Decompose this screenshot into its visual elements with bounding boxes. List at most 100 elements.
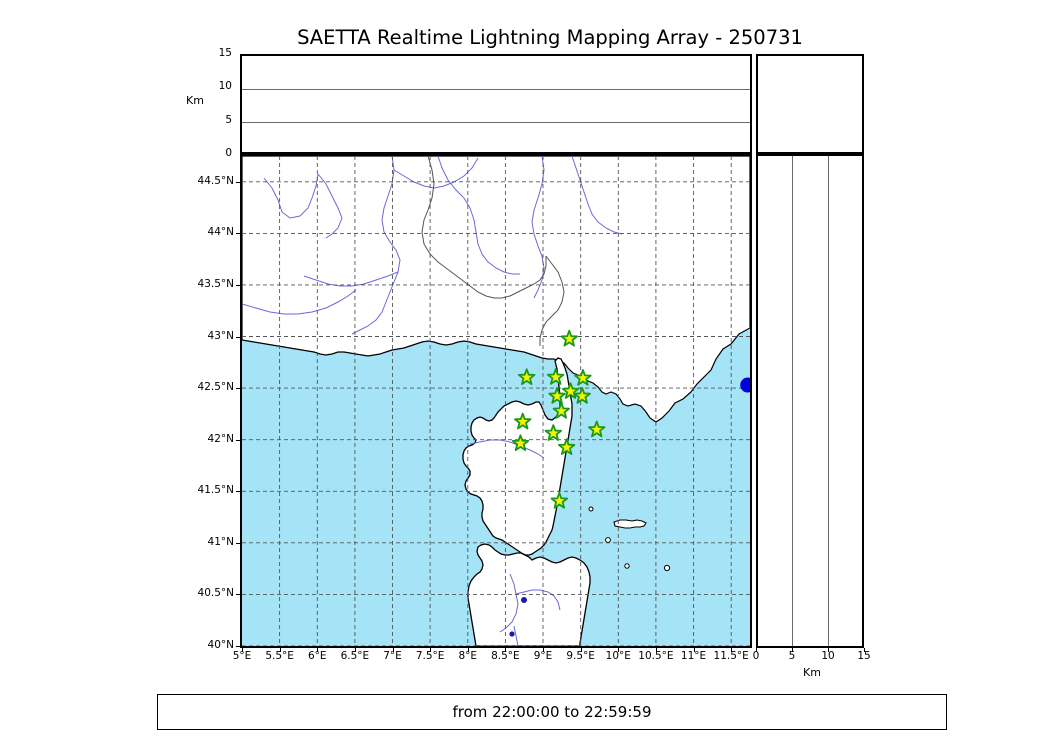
lon-tick-mark bbox=[505, 648, 507, 652]
altitude-tick-label-right: 0 bbox=[752, 650, 760, 662]
lon-tick-mark bbox=[354, 648, 356, 652]
lake-omodeo bbox=[521, 597, 527, 603]
lon-tick-label: 10.5°E bbox=[638, 650, 674, 662]
map-gridlines bbox=[242, 156, 750, 646]
lat-tick-mark bbox=[236, 542, 240, 544]
station-marker[interactable] bbox=[518, 368, 536, 385]
lat-tick-label: 44°N bbox=[207, 226, 234, 239]
land-corsica bbox=[462, 357, 573, 556]
lon-tick-label: 9.5°E bbox=[566, 650, 595, 662]
station-marker[interactable] bbox=[550, 491, 569, 509]
station-marker[interactable] bbox=[514, 412, 532, 430]
lon-tick-label: 11.5°E bbox=[713, 650, 749, 662]
lat-tick-mark bbox=[236, 388, 240, 390]
lon-tick-label: 8.5°E bbox=[491, 650, 520, 662]
lat-tick-label: 41.5°N bbox=[197, 484, 234, 497]
station-marker[interactable] bbox=[588, 420, 606, 438]
lat-tick-mark bbox=[236, 439, 240, 441]
altitude-tick-mark-right bbox=[864, 648, 865, 652]
lat-tick-mark bbox=[236, 336, 240, 338]
altitude-tick-label-right: 5 bbox=[788, 650, 796, 662]
map-graphic bbox=[242, 156, 750, 646]
lat-tick-mark bbox=[236, 181, 240, 183]
right-panel-axis-label: Km bbox=[803, 666, 821, 679]
lat-tick-mark bbox=[236, 491, 240, 493]
lon-tick-label: 9°E bbox=[533, 650, 553, 662]
lon-tick-mark bbox=[467, 648, 469, 652]
lat-tick-mark bbox=[236, 233, 240, 235]
lake-sardinia-south bbox=[509, 631, 515, 637]
lon-tick-label: 10°E bbox=[605, 650, 631, 662]
station-marker[interactable] bbox=[560, 329, 578, 347]
lat-tick-label: 44.5°N bbox=[197, 174, 234, 187]
page-title: SAETTA Realtime Lightning Mapping Array … bbox=[297, 26, 803, 49]
lat-tick-label: 41°N bbox=[207, 535, 234, 548]
land-elba bbox=[613, 519, 647, 529]
rivers-layer bbox=[242, 156, 623, 646]
lat-tick-label: 43.5°N bbox=[197, 277, 234, 290]
lon-tick-label: 6°E bbox=[307, 650, 327, 662]
lat-tick-mark bbox=[236, 646, 240, 647]
altitude-tick-mark-right bbox=[756, 648, 757, 652]
altitude-tick-mark-right bbox=[828, 648, 829, 652]
event-marker[interactable] bbox=[740, 377, 750, 393]
station-markers-layer[interactable] bbox=[511, 329, 606, 509]
lon-tick-label: 5°E bbox=[232, 650, 252, 662]
station-marker[interactable] bbox=[547, 368, 565, 385]
top-panel-axis-label: Km bbox=[186, 94, 204, 107]
lon-tick-mark bbox=[279, 648, 281, 652]
station-marker[interactable] bbox=[548, 387, 566, 404]
altitude-tick-label-top: 5 bbox=[225, 113, 232, 126]
land-islet-gorgona bbox=[588, 506, 594, 512]
land-islet-capraia bbox=[605, 537, 611, 543]
status-bar-text: from 22:00:00 to 22:59:59 bbox=[452, 703, 652, 721]
lon-tick-mark bbox=[655, 648, 657, 652]
lat-tick-label: 40.5°N bbox=[197, 587, 234, 600]
land-islet-giglio bbox=[663, 564, 671, 572]
gridline-right-5 bbox=[792, 156, 793, 646]
lon-tick-label: 11°E bbox=[680, 650, 707, 662]
altitude-tick-label-right: 15 bbox=[857, 650, 871, 662]
gridline-top-5 bbox=[242, 122, 750, 123]
lat-tick-label: 42°N bbox=[207, 432, 234, 445]
station-marker[interactable] bbox=[511, 434, 530, 451]
lon-tick-mark bbox=[242, 648, 243, 652]
station-marker[interactable] bbox=[561, 382, 580, 399]
land-islet-pianosa bbox=[624, 563, 630, 569]
station-marker[interactable] bbox=[573, 387, 591, 404]
station-marker[interactable] bbox=[557, 438, 576, 455]
lon-tick-mark bbox=[430, 648, 432, 652]
lon-tick-mark bbox=[543, 648, 545, 652]
altitude-tick-label-right: 10 bbox=[821, 650, 835, 662]
lat-tick-label: 40°N bbox=[207, 639, 234, 651]
lon-tick-label: 8°E bbox=[458, 650, 478, 662]
lon-tick-label: 7.5°E bbox=[415, 650, 445, 662]
gridline-top-10 bbox=[242, 89, 750, 90]
lon-tick-mark bbox=[731, 648, 733, 652]
land-mainland bbox=[242, 156, 750, 423]
lon-tick-label: 5.5°E bbox=[265, 650, 294, 662]
event-markers-layer[interactable] bbox=[740, 377, 750, 393]
map-panel[interactable] bbox=[240, 154, 752, 648]
lon-tick-label: 6.5°E bbox=[340, 650, 370, 662]
station-marker[interactable] bbox=[544, 424, 563, 441]
land-sardinia bbox=[467, 543, 591, 646]
altitude-tick-label-top: 15 bbox=[218, 47, 232, 59]
right-altitude-panel[interactable] bbox=[756, 154, 864, 648]
station-marker[interactable] bbox=[552, 402, 571, 419]
altitude-tick-label-top: 10 bbox=[218, 80, 232, 93]
lon-tick-mark bbox=[580, 648, 582, 652]
gridline-right-10 bbox=[828, 156, 829, 646]
lat-tick-label: 43°N bbox=[207, 329, 234, 342]
lat-tick-mark bbox=[236, 284, 240, 286]
corner-panel[interactable] bbox=[756, 54, 864, 154]
lon-tick-mark bbox=[693, 648, 695, 652]
altitude-tick-label-top: 0 bbox=[225, 147, 232, 159]
lat-tick-mark bbox=[236, 594, 240, 596]
lon-tick-mark bbox=[317, 648, 319, 652]
top-altitude-panel[interactable] bbox=[240, 54, 752, 154]
station-marker[interactable] bbox=[574, 369, 592, 386]
status-bar[interactable]: from 22:00:00 to 22:59:59 bbox=[157, 694, 947, 730]
lon-tick-mark bbox=[392, 648, 394, 652]
